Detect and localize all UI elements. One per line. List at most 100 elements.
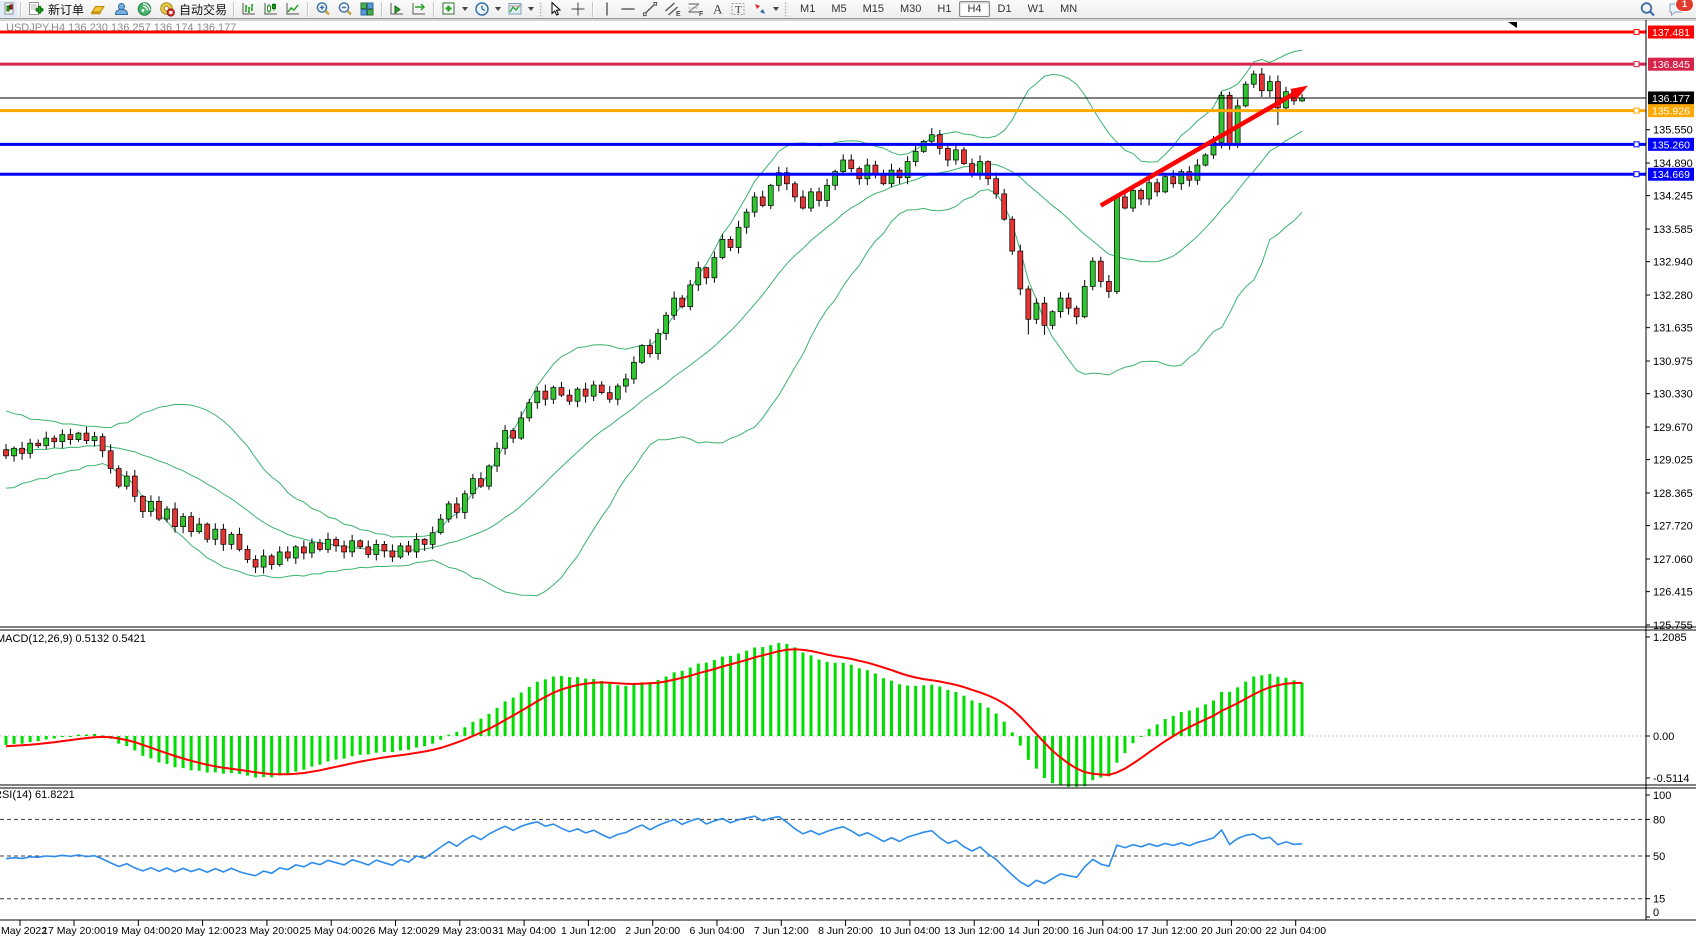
candle-body — [389, 550, 396, 558]
zoom-out-button[interactable] — [334, 1, 356, 18]
candle-body — [140, 495, 146, 512]
macd-bar — [535, 681, 539, 736]
price-tag — [1648, 104, 1694, 118]
macd-bar — [1268, 673, 1272, 736]
candle-body — [582, 388, 589, 397]
candle-body — [792, 183, 798, 198]
macd-indicator-label: MACD(12,26,9) 0.5132 0.5421 — [0, 633, 146, 645]
toolbar-handle[interactable] — [539, 1, 544, 17]
timeframe-m5[interactable]: M5 — [831, 3, 847, 15]
separator — [307, 1, 310, 17]
vertical-line-tool[interactable] — [597, 1, 617, 18]
price-tick-label: 132.940 — [1653, 257, 1693, 269]
fibonacci-tool[interactable]: F — [684, 1, 707, 18]
candle-body — [470, 478, 476, 495]
horizontal-line-tool[interactable] — [617, 1, 639, 18]
candle-body — [614, 385, 621, 400]
timeframe-w1[interactable]: W1 — [1027, 3, 1045, 15]
price-tick-label: 132.280 — [1653, 290, 1693, 302]
macd-bar — [898, 684, 902, 736]
candle-body — [83, 432, 90, 442]
price-axis: 135.550 134.890 134.245 133.585 132.940 132.2… — [1646, 125, 1693, 632]
arrows-tool[interactable] — [749, 1, 782, 18]
macd-axis: 1.2085 0.00 -0.5114 — [1646, 632, 1690, 785]
text-label-tool[interactable]: T — [727, 1, 749, 18]
templates-button[interactable] — [504, 1, 537, 18]
search-icon[interactable] — [1636, 1, 1659, 18]
macd-bar — [1179, 712, 1183, 736]
macd-bar — [28, 736, 32, 743]
auto-scroll-button[interactable] — [386, 1, 408, 18]
profile-icon[interactable] — [110, 1, 133, 18]
periods-button[interactable] — [471, 1, 504, 18]
equidistant-channel-tool[interactable]: E — [661, 1, 684, 18]
candle-body — [1186, 171, 1193, 181]
candle-body — [920, 140, 927, 152]
candle-body — [969, 163, 975, 175]
candle-body — [510, 430, 516, 439]
macd-bar — [1051, 736, 1054, 784]
macd-bar — [696, 663, 700, 736]
bar-chart-button[interactable] — [238, 1, 260, 18]
line-chart-button[interactable] — [282, 1, 304, 18]
macd-bar — [423, 736, 427, 747]
notifications-button[interactable]: 1 — [1665, 0, 1694, 18]
indicators-button[interactable] — [438, 1, 471, 18]
price-tick-label: 135.550 — [1653, 125, 1693, 137]
macd-bar — [93, 733, 97, 736]
candlestick-chart-button[interactable] — [260, 1, 282, 18]
macd-bar — [44, 736, 48, 740]
zoom-in-button[interactable] — [312, 1, 334, 18]
rsi-pane: 100 80 50 150 — [0, 790, 1671, 919]
crosshair-tool[interactable] — [567, 1, 589, 18]
candle-body — [1065, 297, 1072, 309]
new-order-button[interactable]: 新订单 — [25, 1, 87, 18]
macd-bar — [809, 655, 813, 736]
candle-body — [236, 533, 243, 550]
chart-shift-button[interactable] — [408, 1, 430, 18]
timeframe-d1[interactable]: D1 — [997, 3, 1012, 15]
tile-windows-button[interactable] — [356, 1, 378, 18]
candle-body — [276, 551, 283, 565]
candle-body — [75, 432, 82, 441]
macd-bar — [318, 736, 322, 765]
macd-bar — [656, 679, 660, 736]
macd-bar — [624, 685, 628, 736]
macd-bar — [205, 736, 209, 773]
separator — [433, 1, 436, 17]
candle-body — [357, 540, 364, 548]
timeframe-h4[interactable]: H4 — [959, 1, 990, 17]
timeframe-m15[interactable]: M15 — [862, 3, 884, 15]
price-tick-label: 127.060 — [1653, 554, 1693, 566]
market-watch-icon[interactable] — [87, 1, 110, 18]
timeframe-mn[interactable]: MN — [1060, 3, 1078, 15]
trendline-tool[interactable] — [639, 1, 661, 18]
signal-icon[interactable] — [133, 1, 156, 18]
trend-arrow[interactable] — [1099, 85, 1309, 208]
line-anchor — [1633, 29, 1640, 36]
candle-body — [252, 559, 259, 568]
macd-bar — [640, 682, 644, 736]
candle-body — [486, 465, 492, 487]
cursor-tool[interactable] — [545, 1, 567, 18]
date-label: 31 May 04:00 — [492, 925, 556, 937]
text-tool[interactable]: A — [707, 1, 727, 18]
timeframe-m1[interactable]: M1 — [800, 3, 816, 15]
macd-bar — [286, 736, 290, 775]
macd-bar — [310, 736, 314, 767]
date-label: 22 Jun 04:00 — [1265, 925, 1326, 937]
candle-body — [429, 532, 436, 545]
candle-body — [542, 390, 549, 400]
autotrade-button[interactable]: 自动交易 — [156, 1, 230, 18]
chart-window-icon[interactable] — [0, 0, 17, 18]
timeframe-m30[interactable]: M30 — [900, 3, 922, 15]
price-tick-label: 125.755 — [1653, 620, 1693, 632]
macd-bar — [495, 707, 499, 736]
rsi-tick-label: 0 — [1653, 907, 1659, 919]
macd-bar — [1147, 728, 1151, 736]
timeframe-h1[interactable]: H1 — [937, 3, 952, 15]
toolbar-handle[interactable] — [784, 1, 789, 17]
macd-bar — [455, 731, 459, 736]
